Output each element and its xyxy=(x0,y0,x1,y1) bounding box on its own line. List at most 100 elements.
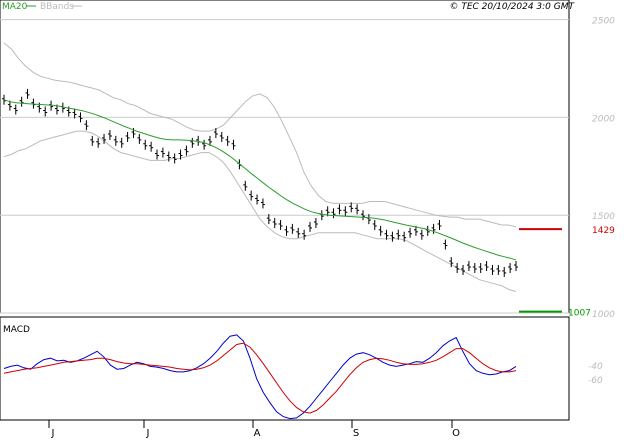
price-bar xyxy=(360,210,365,221)
price-bar xyxy=(308,221,313,232)
price-bar xyxy=(125,131,130,142)
price-bar xyxy=(143,139,148,150)
price-y-tick-label: 2000 xyxy=(592,114,615,124)
price-level-label: 1007 xyxy=(568,309,591,319)
price-bar xyxy=(508,263,513,274)
price-bar xyxy=(496,264,501,275)
price-bar xyxy=(396,229,401,240)
bollinger-band-line xyxy=(3,42,517,228)
price-bar xyxy=(19,96,24,107)
price-bar xyxy=(278,219,283,230)
price-bar xyxy=(172,153,177,164)
price-bar xyxy=(231,139,236,150)
price-bar xyxy=(331,208,336,219)
price-bar xyxy=(119,137,124,148)
x-tick-label: S xyxy=(353,428,359,439)
macd-series-line xyxy=(3,342,517,414)
price-bar xyxy=(502,266,507,277)
price-bar xyxy=(149,141,154,152)
price-bar xyxy=(466,261,471,272)
price-bar xyxy=(166,151,171,162)
price-bar xyxy=(402,231,407,242)
macd-panel: MACD -40 -60 xyxy=(0,316,603,421)
legend-bbands-label: BBands xyxy=(40,2,74,12)
price-level-label: 1429 xyxy=(592,226,615,236)
x-tick-label: J xyxy=(51,428,55,439)
price-bar xyxy=(155,149,160,160)
price-bar xyxy=(255,194,260,205)
chart-header: MA20 BBands © TEC 20/10/2024 3:0 GMT xyxy=(2,2,575,12)
bollinger-band-line xyxy=(3,130,517,292)
price-bar xyxy=(419,229,424,240)
price-bar xyxy=(372,219,377,230)
price-y-tick-label: 2500 xyxy=(592,17,615,27)
price-bar xyxy=(13,104,18,115)
price-bar xyxy=(478,263,483,274)
price-bar xyxy=(225,135,230,146)
price-bar xyxy=(302,229,307,240)
legend-ma20-label: MA20 xyxy=(2,2,28,12)
price-bar xyxy=(431,223,436,234)
price-bar xyxy=(260,198,265,209)
ma20-line xyxy=(3,99,517,261)
price-bar xyxy=(249,190,254,201)
price-bar xyxy=(84,120,89,131)
price-bar xyxy=(213,128,218,139)
price-bar xyxy=(337,204,342,215)
price-bar xyxy=(78,112,83,123)
price-panel: 1429 1007 2500 2000 1500 1000 xyxy=(0,0,615,320)
price-bar xyxy=(290,223,295,234)
price-bar xyxy=(384,229,389,240)
x-tick-label: A xyxy=(254,428,261,439)
price-bar xyxy=(207,135,212,146)
price-bar xyxy=(43,106,48,117)
price-bar xyxy=(272,218,277,229)
price-bar xyxy=(102,133,107,144)
price-bar xyxy=(96,137,101,148)
price-bar xyxy=(219,131,224,142)
price-bar xyxy=(190,137,195,148)
price-bar xyxy=(90,135,95,146)
price-bar xyxy=(184,145,189,156)
price-bar xyxy=(390,231,395,242)
price-bar xyxy=(202,139,207,150)
macd-y-tick-label: -40 xyxy=(588,362,603,372)
price-bar xyxy=(408,227,413,238)
price-bar xyxy=(449,257,454,268)
price-bar xyxy=(243,180,248,191)
price-panel-frame xyxy=(0,0,570,314)
price-bar xyxy=(266,214,271,225)
price-bar xyxy=(455,263,460,274)
price-bar xyxy=(313,218,318,229)
copyright-text: © TEC 20/10/2024 3:0 GMT xyxy=(449,2,575,12)
price-bar xyxy=(355,204,360,215)
price-y-tick-label: 1500 xyxy=(592,212,615,222)
price-y-tick-label: 1000 xyxy=(592,310,615,320)
price-bar xyxy=(107,129,112,140)
macd-panel-frame xyxy=(0,316,570,421)
price-bar xyxy=(378,225,383,236)
price-bar xyxy=(413,225,418,236)
macd-title: MACD xyxy=(3,325,30,335)
price-bar xyxy=(137,133,142,144)
x-tick-label: J xyxy=(146,428,150,439)
price-bar xyxy=(25,88,30,99)
macd-y-tick-label: -60 xyxy=(588,376,603,386)
price-bar xyxy=(437,219,442,230)
x-tick-label: O xyxy=(452,428,460,439)
price-bar xyxy=(72,108,77,119)
price-bar xyxy=(7,100,12,111)
price-bar xyxy=(284,225,289,236)
price-bar xyxy=(484,261,489,272)
price-bar xyxy=(490,264,495,275)
price-bar xyxy=(349,202,354,213)
price-bar xyxy=(113,135,118,146)
price-bar xyxy=(514,261,518,272)
price-bar xyxy=(472,263,477,274)
macd-series-line xyxy=(3,334,517,420)
price-bar xyxy=(443,239,448,250)
price-bar xyxy=(296,227,301,238)
price-bar xyxy=(343,206,348,217)
